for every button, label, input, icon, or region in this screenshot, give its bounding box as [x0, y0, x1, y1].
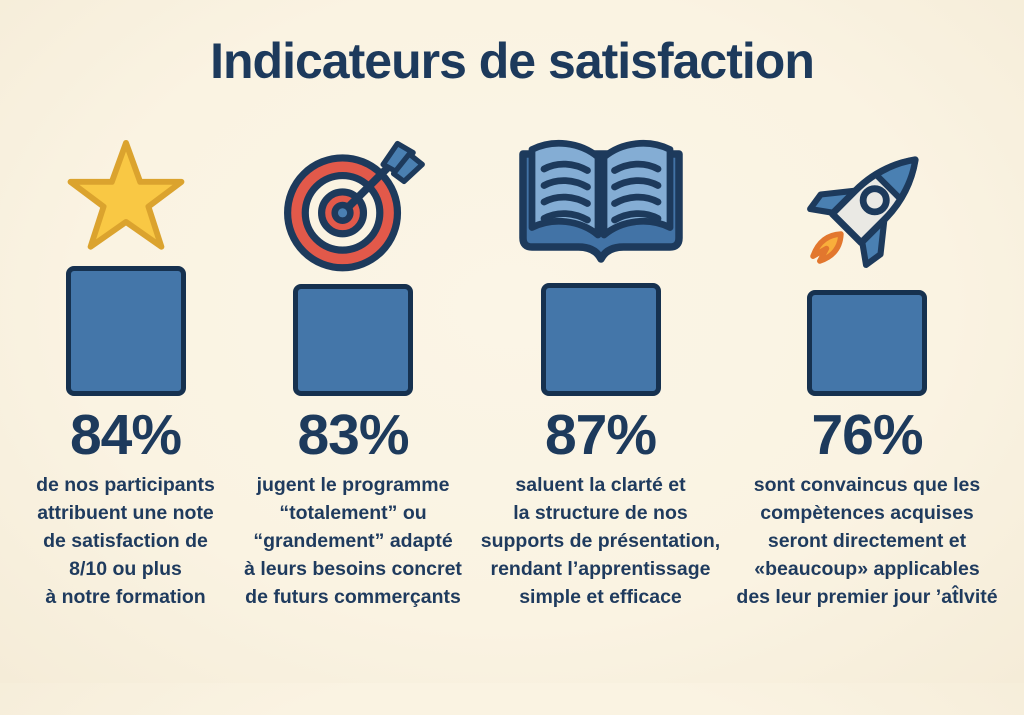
stat-description-line: attribuent une note	[37, 501, 214, 524]
arrow-fletching	[380, 140, 416, 175]
stat-column-supports: 87% saluent la clarté et la structure de…	[473, 126, 728, 611]
stat-description-line: jugent le programme	[256, 473, 450, 496]
book-text-lines	[540, 160, 661, 223]
stat-description-line: 8/10 ou plus	[69, 557, 182, 580]
stat-description-line: “grandement” adapté	[253, 529, 453, 552]
stat-square	[65, 266, 186, 396]
stat-value: 87%	[544, 403, 657, 467]
stat-description-line: «beaucoup» applicables	[754, 557, 980, 580]
stat-square	[540, 283, 661, 396]
page-title: Indicateurs de satisfaction	[210, 33, 815, 89]
icon-area	[789, 126, 945, 290]
stat-description-line: compètences acquises	[760, 501, 974, 524]
stat-description-line: de nos participants	[36, 473, 215, 496]
rocket-nose	[873, 156, 919, 202]
icon-area	[67, 126, 185, 266]
star-icon	[67, 139, 184, 250]
stat-description-line: à notre formation	[45, 585, 206, 608]
stat-description-line: saluent la clarté et	[515, 473, 686, 496]
stat-value: 76%	[811, 403, 923, 467]
stat-description-line: de futurs commerçants	[245, 585, 461, 608]
stat-description-line: supports de présentation,	[480, 529, 721, 552]
stat-figure	[508, 126, 694, 396]
stat-description-line: des leur premier jour ’at̂lvité	[736, 585, 998, 608]
stat-description: de nos participants attribuent une note …	[36, 471, 215, 611]
stat-square	[807, 290, 927, 396]
icon-area	[277, 126, 429, 284]
stat-description-line: de satisfaction de	[43, 529, 208, 552]
stat-value: 83%	[297, 403, 409, 467]
stat-description-line: à leurs besoins concret	[244, 557, 462, 580]
rocket-flame	[810, 231, 844, 264]
stat-description: sont convaincus que les compètences acqu…	[736, 471, 997, 611]
stat-description-line: rendant l’apprentissage	[490, 557, 711, 580]
book-icon	[518, 139, 683, 263]
stat-column-programme: 83% jugent le programme “totalement” ou …	[233, 126, 473, 611]
arrow-fletching	[390, 151, 425, 185]
stats-grid: 84% de nos participants attribuent une n…	[0, 126, 1024, 611]
icon-area	[508, 126, 694, 283]
stat-value: 84%	[69, 403, 182, 467]
stat-description: jugent le programme “totalement” ou “gra…	[244, 471, 462, 611]
stat-description-line: “totalement” ou	[279, 501, 427, 524]
stat-column-satisfaction: 84% de nos participants attribuent une n…	[18, 126, 233, 611]
stat-column-competences: 76% sont convaincus que les compètences …	[728, 126, 1006, 611]
rocket-window	[859, 185, 890, 216]
stat-figure	[277, 126, 429, 396]
target-icon	[284, 140, 425, 272]
stat-description-line: seront directement et	[767, 529, 967, 552]
stat-description-line: simple et efficace	[519, 585, 682, 608]
stat-square	[293, 284, 413, 396]
stat-figure	[789, 126, 945, 396]
stat-description-line: la structure de nos	[513, 501, 688, 524]
stat-description: saluent la clarté et la structure de nos…	[481, 471, 720, 611]
rocket-icon	[807, 156, 919, 268]
stat-description-line: sont convaincus que les	[753, 473, 981, 496]
stat-figure	[65, 126, 186, 396]
